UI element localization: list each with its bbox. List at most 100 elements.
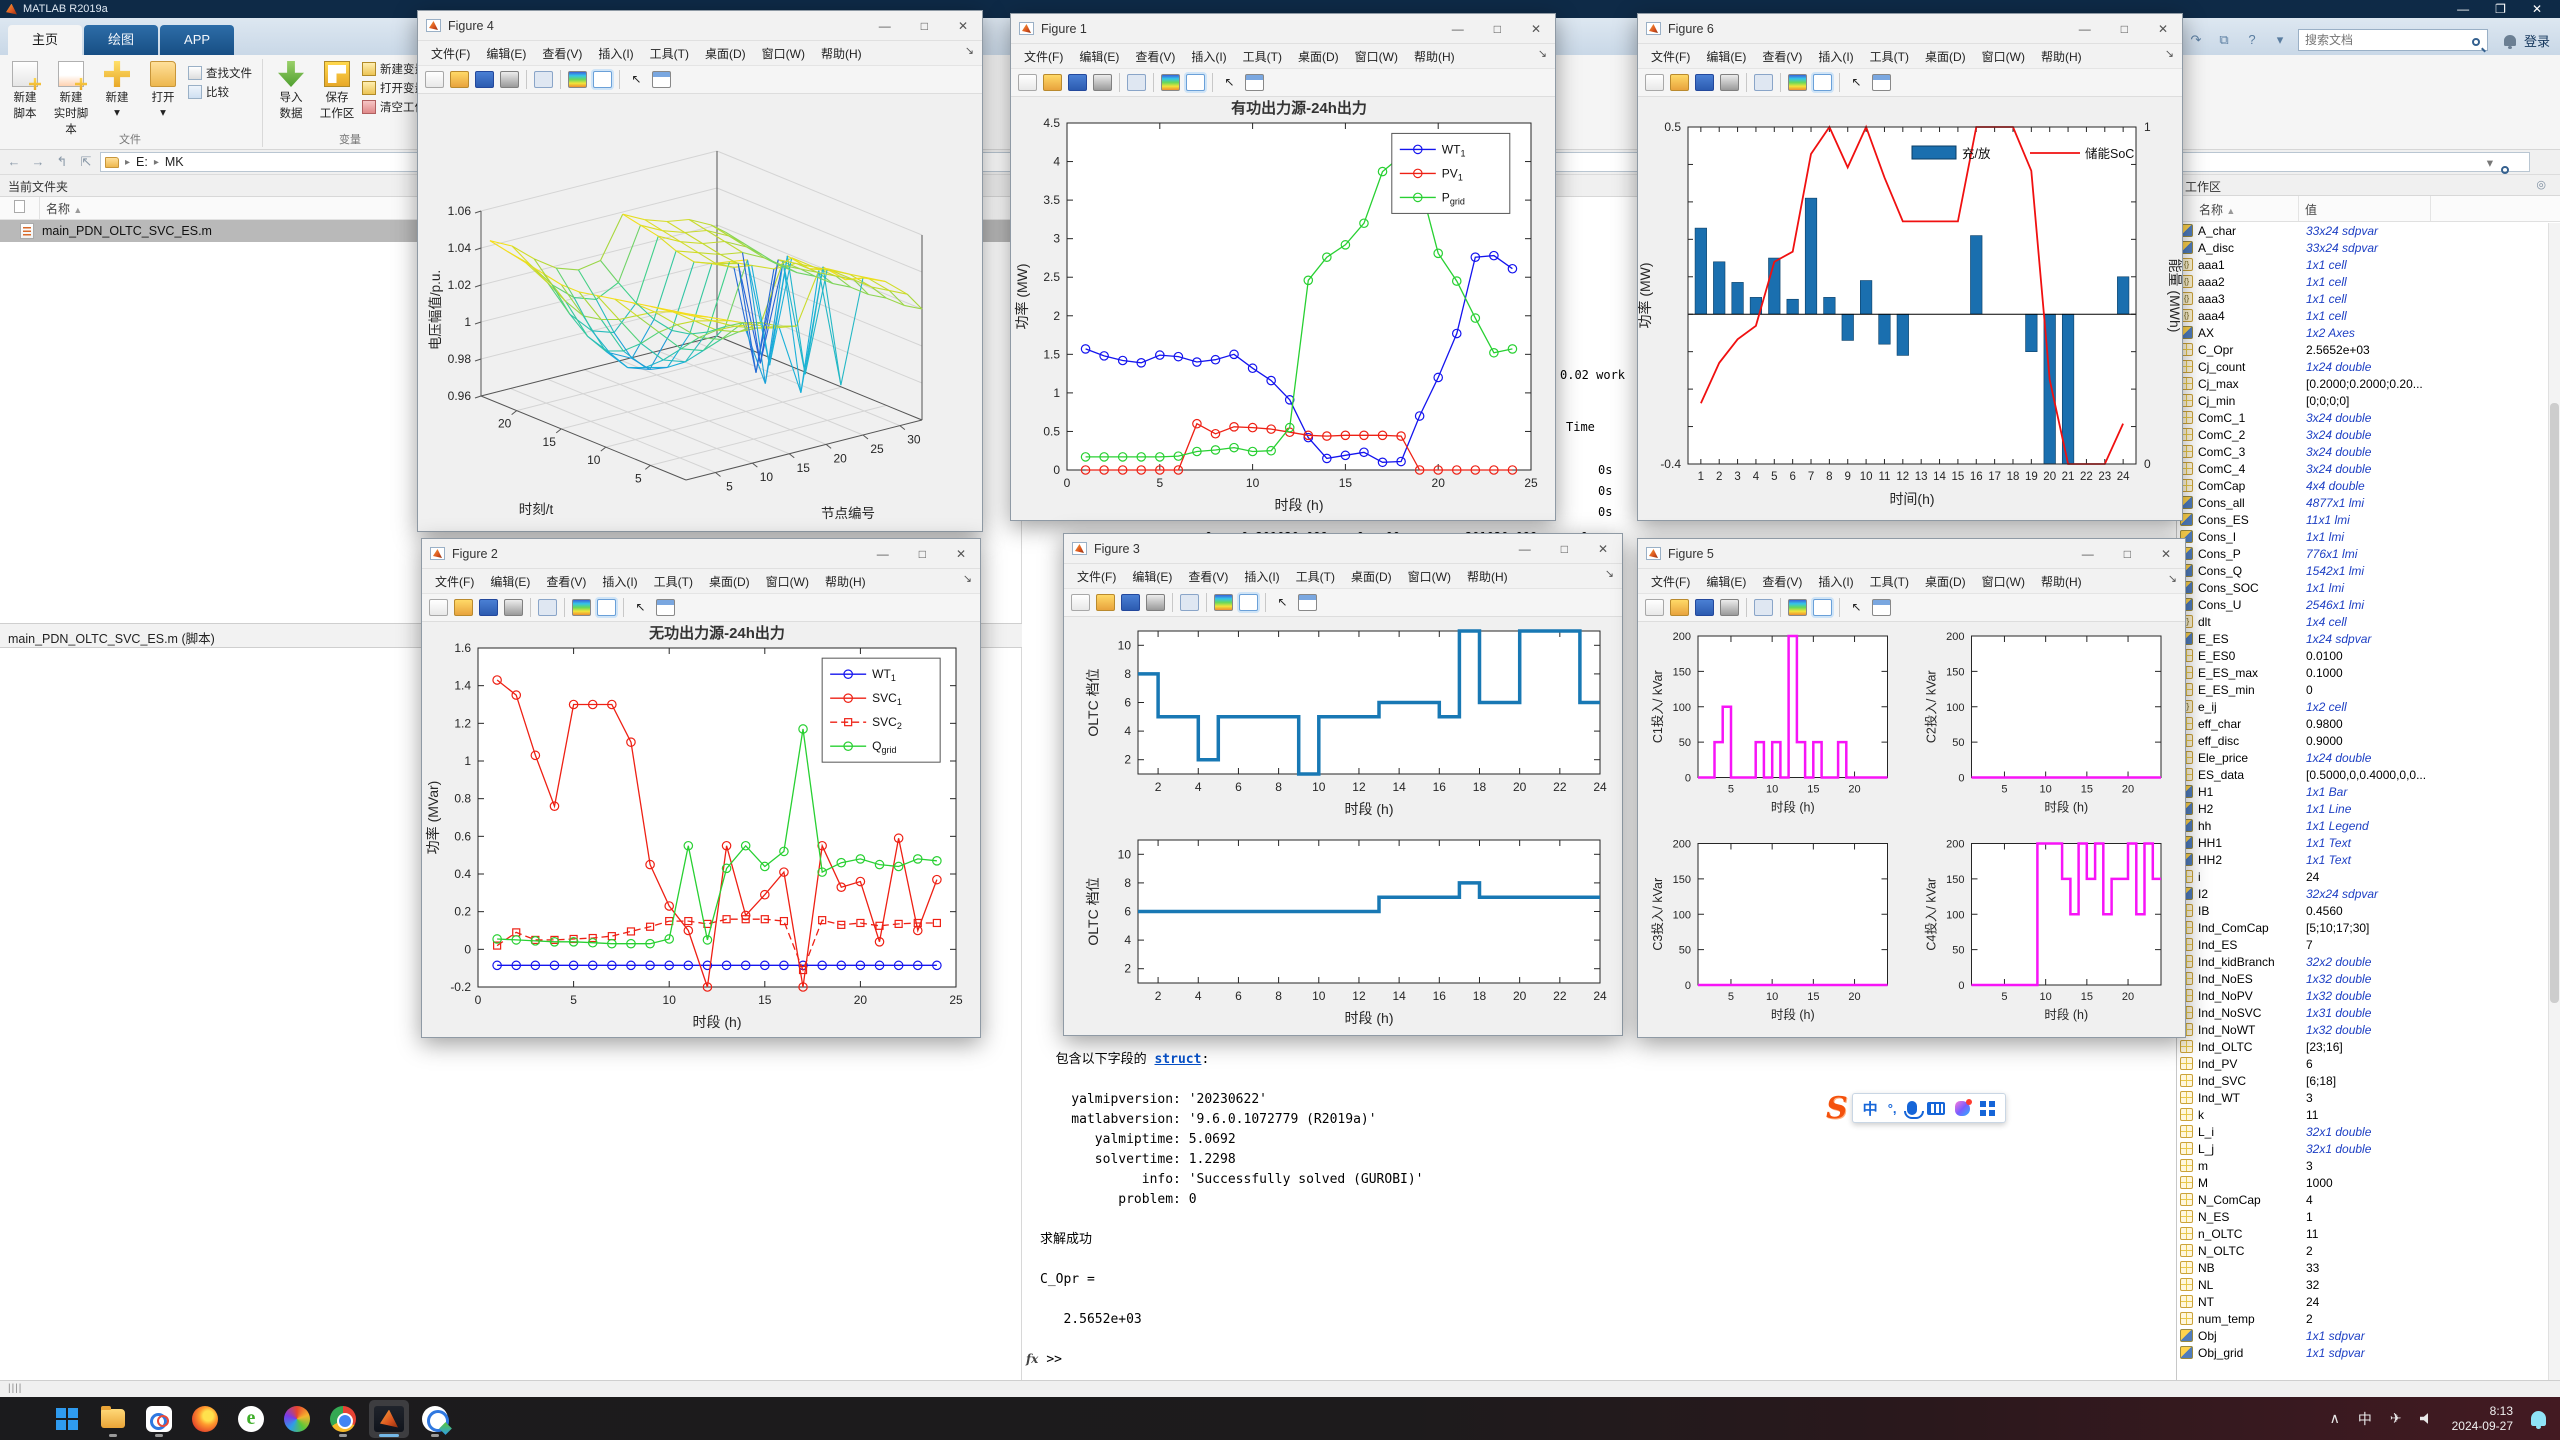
ime-skin-icon[interactable]: [1954, 1098, 1972, 1116]
workspace-row[interactable]: eff_char 0.9800: [2177, 715, 2560, 732]
menu-item-6[interactable]: 窗口(W): [1981, 49, 2025, 64]
breadcrumb-folder[interactable]: MK: [164, 155, 184, 169]
import-data-button[interactable]: 导入 数据: [269, 59, 313, 121]
taskbar-icon-start[interactable]: [47, 1400, 87, 1438]
workspace-row[interactable]: Cj_max [0.2000;0.2000;0.20...: [2177, 375, 2560, 392]
taskbar-icon-person[interactable]: [415, 1400, 455, 1438]
struct-link[interactable]: struct: [1154, 1052, 1202, 1067]
workspace-row[interactable]: eff_disc 0.9000: [2177, 732, 2560, 749]
menu-item-1[interactable]: 编辑(E): [490, 574, 531, 589]
tab-plots[interactable]: 绘图: [84, 25, 159, 55]
arrow-icon[interactable]: ↖: [635, 600, 646, 614]
link-icon[interactable]: [534, 71, 553, 88]
new-icon[interactable]: [1645, 599, 1664, 616]
workspace-row[interactable]: A_disc 33x24 sdpvar: [2177, 239, 2560, 256]
workspace-row[interactable]: AX 1x2 Axes: [2177, 324, 2560, 341]
workspace-row[interactable]: N_ES 1: [2177, 1208, 2560, 1225]
menu-item-5[interactable]: 桌面(D): [708, 574, 750, 589]
figure-close-icon[interactable]: ✕: [1530, 21, 1541, 36]
link-icon[interactable]: [538, 599, 557, 616]
menu-item-4[interactable]: 工具(T): [1242, 49, 1282, 64]
workspace-row[interactable]: Ind_SVC [6;18]: [2177, 1072, 2560, 1089]
notification-center-icon[interactable]: [2531, 1411, 2546, 1429]
colorbar-icon[interactable]: [1161, 74, 1180, 91]
menu-item-0[interactable]: 文件(F): [435, 574, 475, 589]
menu-item-1[interactable]: 编辑(E): [1132, 569, 1173, 584]
menu-item-5[interactable]: 桌面(D): [1924, 49, 1966, 64]
keyboard-icon[interactable]: [1926, 1101, 1945, 1115]
workspace-row[interactable]: Cons_P 776x1 lmi: [2177, 545, 2560, 562]
link-icon[interactable]: [1180, 594, 1199, 611]
link-icon[interactable]: [1127, 74, 1146, 91]
workspace-row[interactable]: E_ES0 0.0100: [2177, 647, 2560, 664]
menu-item-0[interactable]: 文件(F): [1651, 574, 1691, 589]
menu-item-6[interactable]: 窗口(W): [1981, 574, 2025, 589]
copy-icon[interactable]: ⧉: [2219, 32, 2229, 47]
print-icon[interactable]: [1720, 599, 1739, 616]
dock-icon[interactable]: [1872, 74, 1891, 91]
save-workspace-button[interactable]: 保存 工作区: [315, 59, 359, 121]
print-icon[interactable]: [500, 71, 519, 88]
colorbar-icon[interactable]: [1214, 594, 1233, 611]
print-icon[interactable]: [1720, 74, 1739, 91]
workspace-row[interactable]: ES_data [0.5000,0,0.4000,0,0...: [2177, 766, 2560, 783]
legend-icon[interactable]: [597, 599, 616, 616]
new-script-button[interactable]: 新建 脚本: [3, 59, 47, 121]
save-icon[interactable]: [479, 599, 498, 616]
forward-icon[interactable]: →: [31, 154, 45, 169]
colorbar-icon[interactable]: [1788, 599, 1807, 616]
tray-ime-icon[interactable]: 中: [2357, 1410, 2372, 1427]
open-icon[interactable]: [1670, 599, 1689, 616]
menu-item-4[interactable]: 工具(T): [1869, 49, 1909, 64]
dock-icon[interactable]: [1872, 599, 1891, 616]
workspace-row[interactable]: Ind_NoWT 1x32 double: [2177, 1021, 2560, 1038]
figure-window-figure-5[interactable]: Figure 5 — □ ✕ 文件(F) 编辑(E) 查看(V) 插入(I) 工具(T) 桌面(D…: [1637, 538, 2186, 1038]
menu-item-2[interactable]: 查看(V): [1762, 574, 1803, 589]
workspace-row[interactable]: IB 0.4560: [2177, 902, 2560, 919]
menu-item-7[interactable]: 帮助(H): [2040, 574, 2082, 589]
new-button[interactable]: 新建 ▾: [95, 59, 139, 119]
taskbar-icon-ie[interactable]: e: [231, 1400, 271, 1438]
figure-title-bar[interactable]: Figure 6 — □ ✕: [1638, 14, 2182, 44]
tray-chevron-icon[interactable]: ∧: [2329, 1410, 2340, 1426]
menu-item-2[interactable]: 查看(V): [546, 574, 587, 589]
toolstrip-dropdown-icon[interactable]: ▾: [2276, 32, 2284, 47]
workspace-row[interactable]: {} aaa3 1x1 cell: [2177, 290, 2560, 307]
workspace-row[interactable]: Ind_kidBranch 32x2 double: [2177, 953, 2560, 970]
figure-maximize-icon[interactable]: □: [2123, 546, 2131, 561]
arrow-icon[interactable]: ↖: [631, 72, 642, 86]
workspace-row[interactable]: {} aaa1 1x1 cell: [2177, 256, 2560, 273]
back-icon[interactable]: ←: [7, 154, 21, 169]
microphone-icon[interactable]: [1903, 1101, 1924, 1119]
menu-item-3[interactable]: 插入(I): [1818, 49, 1854, 64]
menu-item-7[interactable]: 帮助(H): [820, 46, 862, 61]
workspace-row[interactable]: {} dlt 1x4 cell: [2177, 613, 2560, 630]
menu-item-2[interactable]: 查看(V): [542, 46, 583, 61]
menu-item-4[interactable]: 工具(T): [653, 574, 693, 589]
workspace-row[interactable]: Ele_price 1x24 double: [2177, 749, 2560, 766]
workspace-row[interactable]: HH1 1x1 Text: [2177, 834, 2560, 851]
figure-title-bar[interactable]: Figure 1 — □ ✕: [1011, 14, 1555, 44]
figure-maximize-icon[interactable]: □: [1493, 21, 1501, 36]
save-icon[interactable]: [1121, 594, 1140, 611]
taskbar-clock[interactable]: 8:13 2024-09-27: [2451, 1403, 2513, 1433]
workspace-row[interactable]: E_ES_max 0.1000: [2177, 664, 2560, 681]
workspace-row[interactable]: N_ComCap 4: [2177, 1191, 2560, 1208]
workspace-name-column[interactable]: 名称 ▲: [2177, 196, 2299, 221]
taskbar-icon-360[interactable]: [139, 1400, 179, 1438]
address-dropdown-icon[interactable]: ▾: [2486, 155, 2493, 170]
workspace-row[interactable]: n_OLTC 11: [2177, 1225, 2560, 1242]
menu-item-5[interactable]: 桌面(D): [1924, 574, 1966, 589]
workspace-value-column[interactable]: 值: [2299, 196, 2431, 221]
save-icon[interactable]: [1695, 599, 1714, 616]
menu-item-7[interactable]: 帮助(H): [824, 574, 866, 589]
workspace-row[interactable]: Cons_U 2546x1 lmi: [2177, 596, 2560, 613]
browse-folder-icon[interactable]: ⇱: [80, 154, 92, 169]
window-maximize-icon[interactable]: ❐: [2495, 2, 2506, 16]
new-icon[interactable]: [429, 599, 448, 616]
workspace-scrollbar[interactable]: [2548, 223, 2560, 1380]
workspace-row[interactable]: Cons_ES 11x1 lmi: [2177, 511, 2560, 528]
workspace-row[interactable]: C_Opr 2.5652e+03: [2177, 341, 2560, 358]
menu-item-4[interactable]: 工具(T): [1295, 569, 1335, 584]
tab-apps[interactable]: APP: [160, 25, 235, 55]
